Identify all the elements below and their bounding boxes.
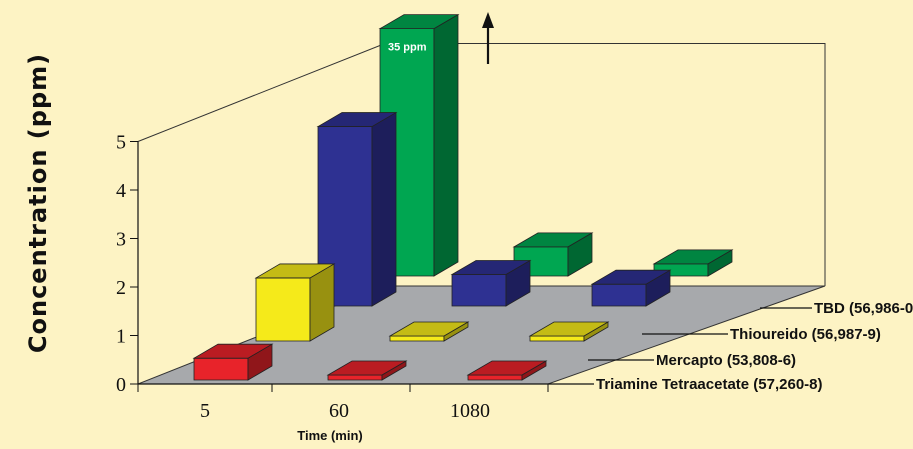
bar-side xyxy=(433,13,459,277)
x-tick-label: 60 xyxy=(329,400,349,422)
bar-top xyxy=(326,360,408,376)
legend: Triamine Tetraacetate (57,260-8) Mercapto… xyxy=(548,300,913,393)
bar-top xyxy=(528,321,610,337)
bar-mercapto xyxy=(528,321,610,342)
bar-triamine xyxy=(326,360,408,381)
bar-front xyxy=(389,335,445,342)
y-tick-label: 1 xyxy=(116,326,126,348)
bar-mercapto xyxy=(254,263,336,342)
side-wall-top xyxy=(137,43,386,142)
y-tick-label: 5 xyxy=(116,132,126,154)
bar-triamine xyxy=(466,360,548,381)
x-axis-label: Time (min) xyxy=(297,428,363,443)
bar-tbd xyxy=(512,232,594,277)
legend-label: Triamine Tetraacetate (57,260-8) xyxy=(596,376,823,393)
legend-label: Mercapto (53,808-6) xyxy=(656,352,796,369)
bars: 35 ppm xyxy=(192,13,734,381)
bar-thioureido xyxy=(590,269,672,307)
bar-front xyxy=(467,374,523,381)
bar-top xyxy=(192,343,274,359)
bar-top xyxy=(388,321,470,337)
y-tick-label: 4 xyxy=(116,180,126,202)
bar-top xyxy=(450,260,532,275)
bar-front xyxy=(255,277,311,342)
bar-thioureido xyxy=(450,259,532,307)
overflow-arrow-head xyxy=(482,12,494,28)
bar-top xyxy=(590,269,672,285)
y-tick-label: 2 xyxy=(116,277,126,299)
bar-annotation: 35 ppm xyxy=(388,42,427,54)
bar-front xyxy=(591,283,647,307)
y-tick-label: 3 xyxy=(116,229,126,251)
bar-triamine xyxy=(192,343,274,381)
bar-front xyxy=(451,274,507,307)
bar-top xyxy=(316,112,398,127)
x-tick-label: 5 xyxy=(200,400,210,422)
bar-front xyxy=(193,357,249,381)
bar-front xyxy=(327,374,383,381)
x-tick-label: 1080 xyxy=(450,400,490,422)
bar-top xyxy=(466,360,548,376)
legend-label: TBD (56,986-0) xyxy=(814,300,913,317)
legend-label: Thioureido (56,987-9) xyxy=(730,326,881,343)
bar-thioureido xyxy=(316,111,398,307)
bar-top xyxy=(254,263,336,279)
bar-top xyxy=(378,14,460,30)
bar-side xyxy=(371,111,397,307)
bar-tbd xyxy=(652,249,734,277)
y-axis-label: Concentration (ppm) xyxy=(24,53,52,353)
y-tick-label: 0 xyxy=(116,374,126,396)
axes: 0 1 2 3 4 5 5 60 1080 xyxy=(116,12,826,422)
bar-top xyxy=(652,249,734,265)
bar-front xyxy=(529,335,585,342)
bar-mercapto xyxy=(388,321,470,342)
bar-top xyxy=(512,232,594,248)
